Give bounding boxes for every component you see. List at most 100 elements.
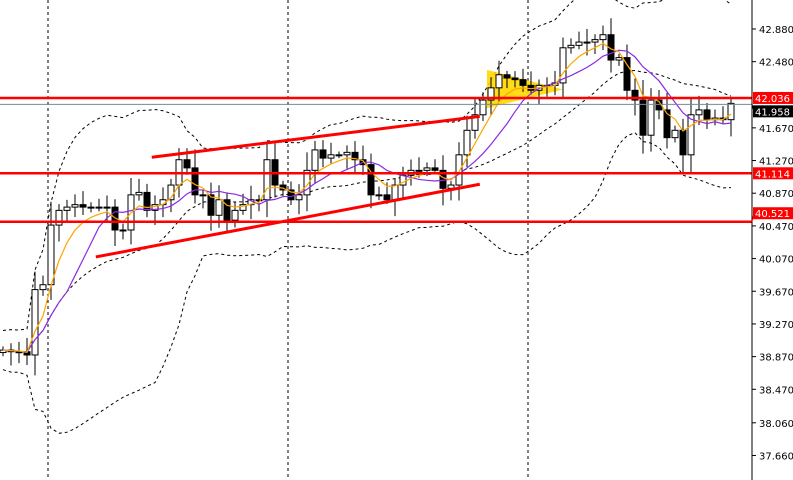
bull-candle [391,184,399,201]
upper-band [2,0,732,331]
bull-candle [47,224,55,286]
bull-candle [463,129,471,156]
y-tick-label: 39.270 [759,320,793,331]
bull-candle [239,204,247,211]
bull-candle [31,289,39,356]
bull-candle [87,206,95,209]
y-tick-label: 38.060 [759,419,793,430]
bear-candle [703,109,711,121]
bear-candle [519,79,527,86]
bear-candle [191,167,199,196]
bull-candle [231,209,239,221]
bear-candle [183,159,191,169]
level-tag [753,167,793,180]
bull-candle [671,129,679,139]
y-tick-label: 40.870 [759,189,793,200]
bear-candle [639,99,647,136]
bull-candle [727,102,735,121]
y-tick-label: 41.270 [759,157,793,168]
bull-candle [119,229,127,232]
bear-candle [207,194,215,216]
bear-candle [631,89,639,101]
bear-candle [351,151,359,161]
bull-candle [695,109,703,116]
bull-candle [295,194,303,201]
y-tick-label: 41.670 [759,124,793,135]
bull-candle [103,206,111,209]
bear-candle [503,74,511,79]
bull-candle [415,169,423,172]
bull-candle [63,206,71,211]
fast-moving-average [2,42,732,353]
bear-candle [287,189,295,201]
current-price-label: 41.958 [755,107,790,118]
bull-candle [375,194,383,197]
level-tag [753,207,793,220]
bull-candle [479,99,487,116]
bull-candle [455,154,463,186]
bear-candle [679,129,687,156]
bull-candle [335,154,343,157]
bull-candle [575,41,583,46]
bear-candle [431,167,439,171]
bear-candle [319,149,327,159]
candles [0,18,735,376]
bull-candle [647,99,655,136]
bull-candle [487,87,495,101]
level-label: 40.521 [755,209,790,220]
bull-candle [303,169,311,196]
bull-candle [255,199,263,202]
bull-candle [471,114,479,131]
bull-candle [55,209,63,226]
y-tick-label: 42.480 [759,58,793,69]
level-lines [0,96,752,259]
bull-candle [135,191,143,196]
current-price-tag [753,105,793,118]
bear-candle [511,77,519,81]
bull-candle [583,41,591,44]
bear-candle [623,57,631,91]
bear-candle [111,206,119,231]
bull-candle [423,167,431,171]
moving-averages [2,42,732,353]
bull-candle [615,57,623,61]
bull-candle [151,204,159,211]
grid [47,0,529,480]
trendline [151,114,480,159]
bear-candle [79,204,87,208]
bear-candle [383,194,391,201]
bull-candle [687,114,695,156]
bull-candle [599,34,607,41]
bear-candle [223,199,231,221]
y-tick-label: 39.670 [759,287,793,298]
bollinger-bands [2,0,732,434]
bear-candle [663,109,671,139]
bull-candle [215,199,223,216]
y-tick-label: 38.470 [759,385,793,396]
level-tag [753,91,793,104]
price-axis: 42.880 42.480 41.670 41.270 40.870 40.470 40.0… [751,0,793,480]
bull-candle [567,44,575,49]
y-tick-label: 40.070 [759,255,793,266]
bull-candle [591,39,599,43]
bull-candle [559,47,567,84]
bull-candle [311,149,319,171]
y-tick-label: 42.880 [759,25,793,36]
level-label: 42.036 [755,94,790,105]
bull-candle [39,284,47,291]
bear-candle [95,206,103,209]
bull-candle [71,204,79,208]
axis-background [752,0,793,480]
bull-candle [263,159,271,201]
level-label: 41.114 [755,169,790,180]
lower-band [2,132,732,434]
bull-candle [199,194,207,197]
bull-candle [343,151,351,156]
bear-candle [367,164,375,196]
slow-moving-average [2,49,732,353]
bull-candle [327,154,335,159]
bear-candle [143,191,151,211]
y-tick-label: 40.470 [759,222,793,233]
